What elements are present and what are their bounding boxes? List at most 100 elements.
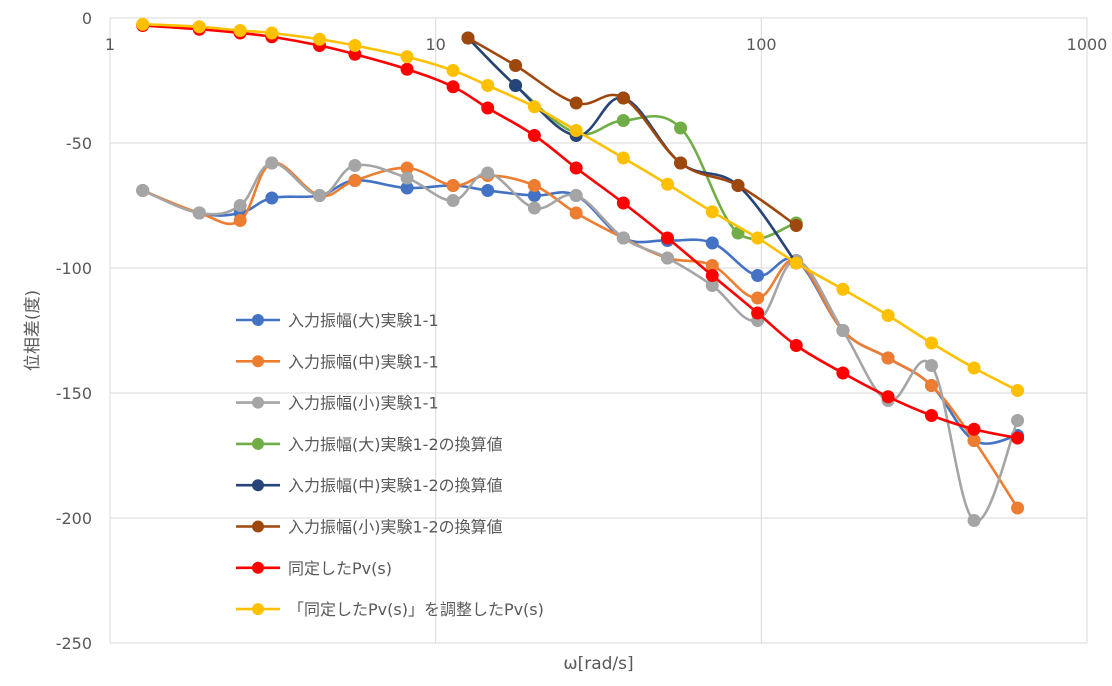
data-point	[192, 20, 206, 34]
data-point	[967, 434, 981, 447]
data-point	[1011, 414, 1025, 427]
data-point	[446, 194, 460, 207]
series-line	[142, 22, 1019, 392]
data-point	[881, 351, 895, 365]
data-point	[569, 189, 583, 202]
data-point	[313, 32, 327, 46]
y-tick-label: -100	[56, 259, 92, 278]
legend-marker	[252, 437, 264, 450]
data-point	[400, 171, 414, 185]
data-point	[789, 339, 803, 352]
data-point	[527, 129, 541, 142]
legend-marker	[252, 479, 264, 492]
data-point	[924, 379, 938, 392]
data-point	[660, 177, 674, 191]
legend-item: 入力振幅(中)実験1-2の換算値	[236, 476, 503, 495]
data-point	[967, 514, 981, 527]
data-point	[569, 161, 583, 175]
data-point	[751, 306, 765, 320]
y-tick-label: 0	[82, 9, 92, 28]
legend-label: 入力振幅(中)実験1-2の換算値	[288, 476, 503, 495]
legend-item: 入力振幅(小)実験1-1	[236, 394, 439, 413]
data-point	[705, 205, 719, 219]
legend: 入力振幅(大)実験1-1 入力振幅(中)実験1-1 入力振幅(小)実験1-1 入力振幅…	[236, 311, 544, 619]
axis-layer: 0 -50 -100 -150 -200 -250 1 10 100 1000	[56, 9, 1108, 653]
data-point	[881, 309, 895, 322]
data-point	[616, 114, 630, 127]
x-tick-label: 100	[746, 35, 777, 54]
y-tick-label: -200	[56, 509, 92, 528]
data-point	[348, 39, 362, 52]
data-point	[446, 64, 460, 77]
data-point	[674, 121, 688, 135]
legend-marker	[252, 561, 264, 574]
data-point	[136, 17, 150, 31]
data-point	[233, 199, 247, 212]
data-point	[233, 214, 247, 227]
data-point	[527, 201, 541, 215]
series-7	[136, 19, 1025, 445]
data-point	[616, 151, 630, 165]
data-point	[924, 359, 938, 372]
data-point	[481, 101, 495, 115]
data-point	[731, 179, 745, 192]
data-point	[751, 291, 765, 305]
data-point	[527, 179, 541, 192]
series-layer	[136, 17, 1025, 527]
legend-label: 入力振幅(大)実験1-2の換算値	[288, 435, 503, 454]
data-point	[265, 156, 279, 170]
series-3	[136, 156, 1025, 527]
data-point	[509, 79, 523, 92]
data-point	[313, 189, 327, 202]
data-point	[569, 96, 583, 110]
data-point	[836, 282, 850, 296]
legend-label: 入力振幅(小)実験1-2の換算値	[288, 518, 503, 537]
legend-label: 入力振幅(大)実験1-1	[288, 311, 439, 330]
data-point	[616, 91, 630, 105]
legend-item: 入力振幅(中)実験1-1	[236, 352, 439, 371]
data-point	[481, 79, 495, 92]
data-point	[481, 166, 495, 180]
legend-item: 入力振幅(小)実験1-2の換算値	[236, 518, 503, 537]
series-line	[142, 161, 1019, 523]
data-point	[616, 196, 630, 210]
data-point	[705, 269, 719, 282]
data-point	[789, 219, 803, 232]
legend-marker	[252, 603, 264, 616]
data-point	[569, 206, 583, 220]
y-tick-label: -250	[56, 634, 92, 653]
legend-marker	[252, 396, 264, 409]
legend-label: 「同定したPv(s)」を調整したPv(s)	[288, 600, 544, 619]
data-point	[836, 366, 850, 380]
legend-item: 入力振幅(大)実験1-2の換算値	[236, 435, 503, 454]
data-point	[446, 80, 460, 94]
series-8	[136, 17, 1025, 397]
data-point	[348, 159, 362, 172]
legend-item: 同定したPv(s)	[236, 559, 392, 578]
data-point	[348, 174, 362, 187]
data-point	[1011, 431, 1025, 445]
data-point	[616, 231, 630, 245]
legend-marker	[252, 314, 264, 326]
data-point	[265, 191, 279, 205]
y-axis-title: 位相差(度)	[23, 290, 43, 371]
data-point	[446, 179, 460, 192]
grid-layer	[109, 17, 1088, 644]
data-point	[461, 31, 475, 45]
legend-marker	[252, 520, 264, 533]
y-tick-label: -150	[56, 384, 92, 403]
data-point	[136, 184, 150, 197]
data-point	[924, 409, 938, 422]
data-point	[400, 50, 414, 64]
data-point	[836, 324, 850, 337]
series-6	[461, 31, 803, 232]
series-2	[136, 156, 1025, 515]
data-point	[569, 124, 583, 137]
data-point	[751, 269, 765, 282]
data-point	[192, 206, 206, 220]
legend-label: 同定したPv(s)	[288, 559, 392, 578]
legend-marker	[252, 355, 264, 368]
legend-label: 入力振幅(中)実験1-1	[288, 352, 439, 371]
